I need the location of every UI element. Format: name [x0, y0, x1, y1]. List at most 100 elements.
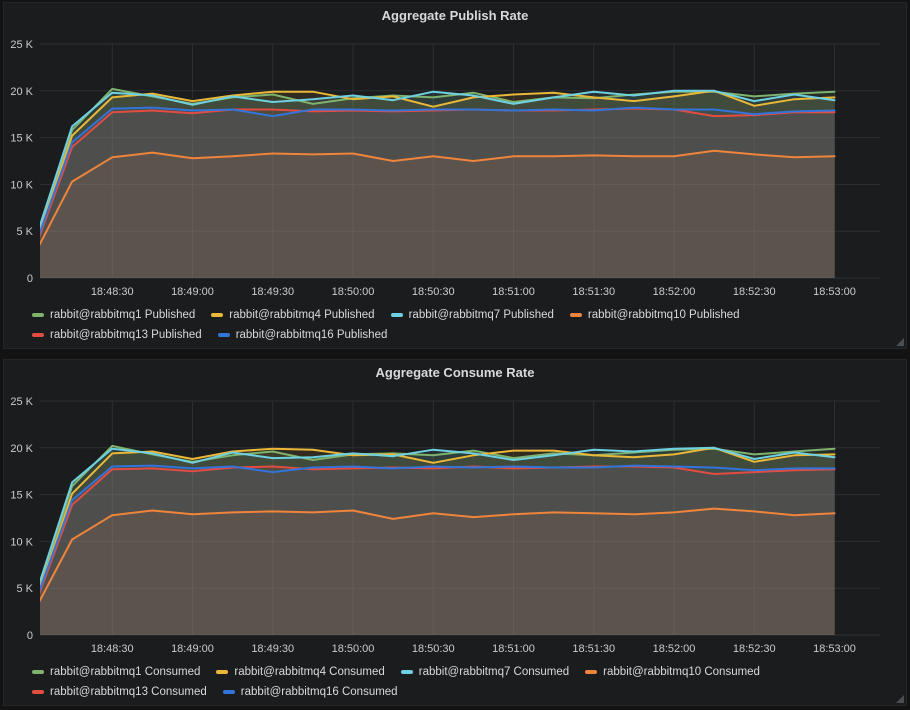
series-area	[40, 88, 835, 278]
series-area	[40, 465, 835, 635]
legend-item[interactable]: rabbit@rabbitmq16 Published	[217, 325, 388, 345]
series-color-swatch	[400, 670, 413, 674]
panel-title[interactable]: Aggregate Consume Rate	[375, 365, 535, 380]
series-color-swatch	[222, 690, 235, 694]
y-axis-tick-label: 20 K	[10, 86, 33, 98]
series-line	[40, 89, 836, 235]
x-axis-tick-label: 18:52:30	[733, 643, 776, 655]
legend-item[interactable]: rabbit@rabbitmq13 Consumed	[32, 682, 207, 702]
legend-item[interactable]: rabbit@rabbitmq1 Published	[32, 305, 195, 325]
x-axis-tick-label: 18:50:30	[412, 286, 455, 298]
y-axis-tick-label: 15 K	[10, 490, 33, 502]
series-color-swatch	[211, 313, 224, 317]
legend-label: rabbit@rabbitmq7 Published	[408, 309, 554, 321]
chart-canvas: 0 5 K 10 K 15 K 20 K 25 K 18:48:30 18:49:00 18:4…	[10, 39, 880, 298]
legend-label: rabbit@rabbitmq16 Published	[235, 329, 388, 341]
series-area	[40, 90, 835, 278]
x-axis-tick-label: 18:50:00	[332, 286, 375, 298]
x-axis-tick-label: 18:51:00	[492, 286, 535, 298]
legend-label: rabbit@rabbitmq13 Published	[50, 329, 202, 341]
series-area	[40, 447, 835, 635]
y-axis-tick-label: 10 K	[10, 179, 33, 191]
series-group	[40, 444, 836, 635]
series-color-swatch	[217, 333, 230, 337]
panel-title[interactable]: Aggregate Publish Rate	[381, 8, 529, 23]
series-line	[40, 464, 836, 593]
x-axis-tick-label: 18:51:30	[572, 643, 615, 655]
series-area	[40, 107, 835, 278]
x-axis-tick-label: 18:49:30	[251, 286, 294, 298]
chart-canvas: 0 5 K 10 K 15 K 20 K 25 K 18:48:30 18:49:00 18:4…	[10, 396, 880, 655]
x-axis-tick-label: 18:52:00	[653, 286, 696, 298]
legend: rabbit@rabbitmq1 Consumed rabbit@rabbitmq…	[32, 662, 892, 702]
legend-item[interactable]: rabbit@rabbitmq4 Consumed	[216, 662, 385, 682]
series-area	[40, 150, 835, 278]
series-line	[40, 446, 836, 585]
legend-label: rabbit@rabbitmq10 Consumed	[603, 666, 760, 678]
x-axis-tick-label: 18:49:30	[251, 643, 294, 655]
series-color-swatch	[32, 690, 44, 694]
series-line	[40, 149, 836, 246]
x-axis-tick-label: 18:52:30	[733, 286, 776, 298]
series-line	[40, 446, 836, 592]
panel-resize-handle[interactable]	[896, 695, 904, 703]
legend-label: rabbit@rabbitmq1 Consumed	[50, 666, 201, 678]
legend-item[interactable]: rabbit@rabbitmq1 Consumed	[32, 662, 200, 682]
series-group	[40, 87, 836, 278]
series-color-swatch	[32, 670, 44, 674]
series-area	[40, 508, 835, 635]
legend-item[interactable]: rabbit@rabbitmq13 Published	[32, 325, 202, 345]
y-axis-tick-label: 0	[27, 630, 33, 642]
x-axis-tick-label: 18:52:00	[653, 643, 696, 655]
y-axis-tick-label: 25 K	[10, 396, 33, 408]
x-axis-tick-label: 18:53:00	[813, 286, 856, 298]
y-axis-tick-label: 0	[27, 273, 33, 285]
y-axis-tick-label: 10 K	[10, 536, 33, 548]
series-line	[40, 507, 836, 603]
time-series-graph[interactable]: 0 5 K 10 K 15 K 20 K 25 K 18:48:30 18:49:00 18:4…	[4, 386, 906, 660]
legend-label: rabbit@rabbitmq4 Published	[229, 309, 375, 321]
legend-label: rabbit@rabbitmq13 Consumed	[50, 686, 207, 698]
x-axis-tick-label: 18:49:00	[171, 286, 214, 298]
legend-label: rabbit@rabbitmq10 Published	[587, 309, 740, 321]
y-axis-tick-label: 5 K	[16, 583, 33, 595]
x-axis-tick-label: 18:49:00	[171, 643, 214, 655]
series-color-swatch	[216, 670, 229, 674]
legend-item[interactable]: rabbit@rabbitmq7 Consumed	[400, 662, 570, 682]
y-axis-tick-label: 5 K	[16, 226, 33, 238]
legend-label: rabbit@rabbitmq16 Consumed	[240, 686, 398, 698]
panel-resize-handle[interactable]	[896, 338, 904, 346]
panel-aggregate-consume-rate: Aggregate Consume Rate 0 5 K 10 K 15 K 20 K 2…	[3, 359, 907, 706]
legend-label: rabbit@rabbitmq7 Consumed	[418, 666, 570, 678]
series-area	[40, 108, 835, 278]
series-color-swatch	[585, 670, 598, 674]
series-area	[40, 445, 835, 635]
series-area	[40, 466, 835, 635]
y-axis-tick-label: 25 K	[10, 39, 33, 51]
legend-item[interactable]: rabbit@rabbitmq10 Consumed	[585, 662, 760, 682]
x-axis-tick-label: 18:48:30	[91, 643, 134, 655]
legend-item[interactable]: rabbit@rabbitmq16 Consumed	[222, 682, 398, 702]
legend-label: rabbit@rabbitmq1 Published	[50, 309, 196, 321]
time-series-graph[interactable]: 0 5 K 10 K 15 K 20 K 25 K 18:48:30 18:49:00 18:4…	[4, 29, 906, 303]
legend: rabbit@rabbitmq1 Published rabbit@rabbitm…	[32, 305, 892, 345]
series-area	[40, 447, 835, 635]
x-axis-tick-label: 18:50:30	[412, 643, 455, 655]
series-line	[40, 89, 836, 229]
series-line	[40, 106, 836, 236]
x-axis-tick-label: 18:53:00	[813, 643, 856, 655]
series-color-swatch	[390, 313, 403, 317]
panel-aggregate-publish-rate: Aggregate Publish Rate 0 5 K 10 K 15 K 20 K 2…	[3, 2, 907, 349]
series-color-swatch	[32, 313, 44, 317]
legend-item[interactable]: rabbit@rabbitmq4 Published	[211, 305, 375, 325]
x-axis-tick-label: 18:51:30	[572, 286, 615, 298]
y-axis-tick-label: 15 K	[10, 133, 33, 145]
series-color-swatch	[32, 333, 44, 337]
legend-item[interactable]: rabbit@rabbitmq10 Published	[569, 305, 740, 325]
x-axis-tick-label: 18:50:00	[332, 643, 375, 655]
series-line	[40, 465, 836, 595]
legend-item[interactable]: rabbit@rabbitmq7 Published	[390, 305, 554, 325]
series-color-swatch	[569, 313, 582, 317]
x-axis-tick-label: 18:51:00	[492, 643, 535, 655]
legend-label: rabbit@rabbitmq4 Consumed	[234, 666, 385, 678]
